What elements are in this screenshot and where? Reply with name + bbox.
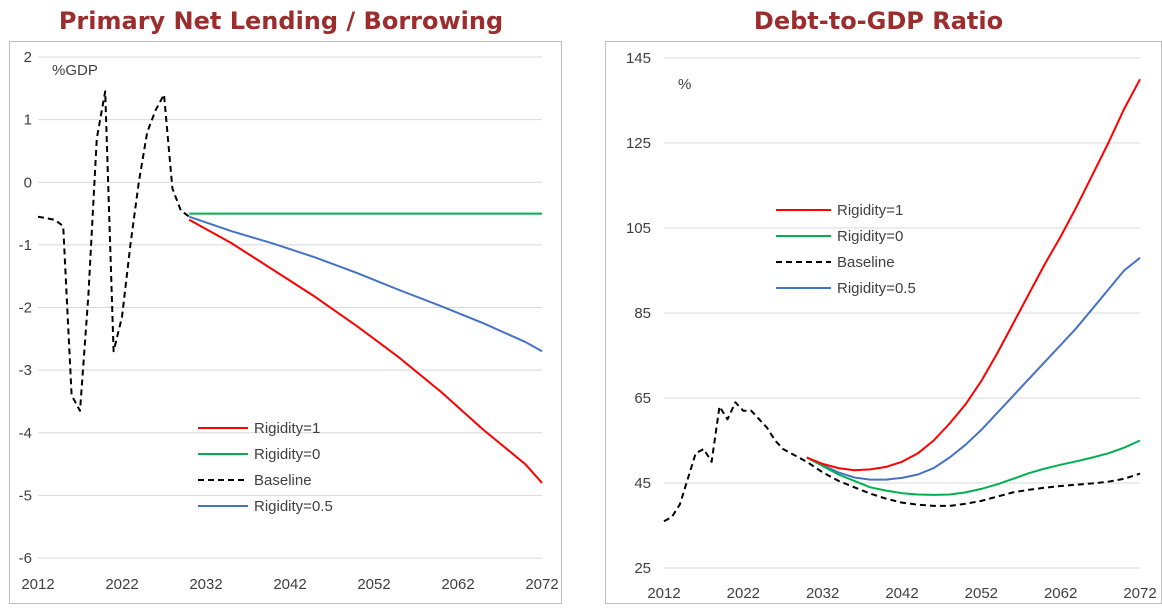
y-tick-label: 45 xyxy=(634,475,651,492)
y-axis-unit-label: %GDP xyxy=(52,62,98,79)
legend-label: Rigidity=0.5 xyxy=(254,498,333,515)
y-tick-label: -3 xyxy=(19,362,32,379)
primary-balance-chart: -6 -5 -4 -3 -2 -1 0 1 2 2012 2022 2032 2042 2052 2062 2… xyxy=(19,49,559,593)
plot-frame: -6 -5 -4 -3 -2 -1 0 1 2 2012 2022 2032 2042 2052 2062 2… xyxy=(9,41,562,604)
x-tick-label: 2062 xyxy=(1044,585,1077,602)
x-tick-label: 2032 xyxy=(806,585,839,602)
legend-label: Rigidity=0 xyxy=(837,228,903,245)
x-tick-label: 2072 xyxy=(525,576,558,593)
x-tick-label: 2052 xyxy=(357,576,390,593)
y-tick-label: 105 xyxy=(626,220,651,237)
legend-label: Rigidity=0 xyxy=(254,446,320,463)
x-tick-label: 2042 xyxy=(885,585,918,602)
series-line-rigidity-0 xyxy=(806,439,1141,496)
series-line-rigidity-1 xyxy=(806,78,1141,472)
chart-title: Debt-to-GDP Ratio xyxy=(753,7,1004,35)
debt-ratio-chart-panel: Debt-to-GDP Ratio 25 45 65 85 105 125 145 2012 2… xyxy=(595,0,1162,606)
y-tick-label: 25 xyxy=(634,560,651,577)
x-tick-label: 2042 xyxy=(273,576,306,593)
legend-label: Baseline xyxy=(254,472,312,489)
y-tick-label: -4 xyxy=(19,425,32,442)
chart-title: Primary Net Lending / Borrowing xyxy=(58,7,504,35)
legend-label: Rigidity=0.5 xyxy=(837,280,916,297)
y-tick-label: 1 xyxy=(24,112,32,129)
x-tick-label: 2022 xyxy=(727,585,760,602)
x-tick-label: 2022 xyxy=(105,576,138,593)
y-tick-label: 0 xyxy=(24,174,32,191)
x-tick-label: 2012 xyxy=(21,576,54,593)
x-tick-label: 2052 xyxy=(965,585,998,602)
series-line-baseline xyxy=(663,401,1141,523)
legend-label: Baseline xyxy=(837,254,895,271)
x-tick-label: 2062 xyxy=(441,576,474,593)
x-tick-label: 2012 xyxy=(647,585,680,602)
primary-balance-chart-panel: Primary Net Lending / Borrowing -6 -5 -4 -3… xyxy=(0,0,562,606)
y-tick-label: 145 xyxy=(626,50,651,67)
y-tick-label: -5 xyxy=(19,487,32,504)
debt-ratio-chart: 25 45 65 85 105 125 145 2012 2022 2032 2042 2052 206… xyxy=(626,50,1157,602)
series-line-baseline xyxy=(37,90,190,412)
y-tick-label: 125 xyxy=(626,135,651,152)
series-line-rigidity-1 xyxy=(188,218,543,484)
y-tick-label: -1 xyxy=(19,237,32,254)
legend-label: Rigidity=1 xyxy=(254,420,320,437)
series-line-rigidity-0-5 xyxy=(188,215,543,353)
x-tick-label: 2032 xyxy=(189,576,222,593)
plot-frame: 25 45 65 85 105 125 145 2012 2022 2032 2042 2052 206… xyxy=(605,41,1162,604)
y-tick-label: 2 xyxy=(24,49,32,66)
y-tick-label: -6 xyxy=(19,550,32,567)
y-tick-label: -2 xyxy=(19,300,32,317)
y-tick-label: 65 xyxy=(634,390,651,407)
x-tick-label: 2072 xyxy=(1123,585,1156,602)
y-axis-unit-label: % xyxy=(678,76,691,93)
legend-label: Rigidity=1 xyxy=(837,202,903,219)
y-tick-label: 85 xyxy=(634,305,651,322)
series-line-rigidity-0-5 xyxy=(806,257,1141,481)
